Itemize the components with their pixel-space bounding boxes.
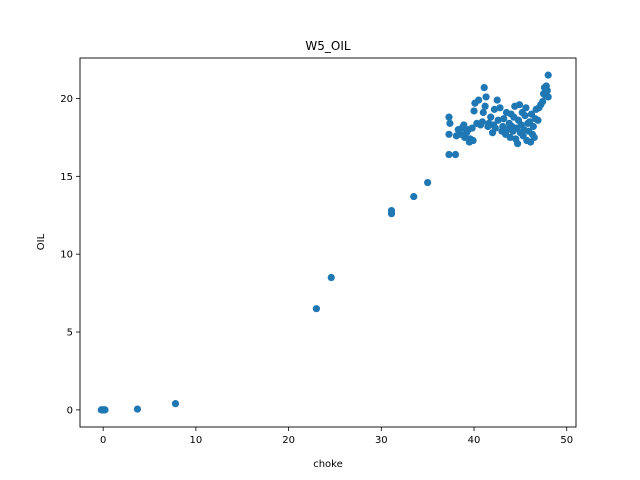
data-point	[475, 96, 483, 104]
data-point	[482, 93, 490, 101]
data-point	[133, 405, 142, 413]
data-point	[451, 150, 460, 159]
data-point	[171, 400, 180, 408]
data-point	[513, 140, 522, 148]
y-axis-label: OIL	[36, 233, 47, 250]
y-tick-label: 10	[60, 250, 73, 261]
data-point	[312, 305, 321, 313]
data-point	[327, 273, 335, 282]
x-tick-label: 30	[375, 435, 388, 446]
data-point	[460, 121, 468, 129]
data-point	[522, 104, 530, 112]
data-point	[530, 133, 538, 142]
data-point	[544, 71, 552, 79]
data-point	[529, 122, 537, 131]
data-point	[490, 105, 499, 113]
data-point	[101, 406, 109, 414]
data-point	[481, 102, 489, 110]
data-point	[446, 119, 454, 127]
data-point	[424, 178, 432, 187]
data-point	[480, 83, 488, 92]
data-point	[470, 107, 478, 115]
data-point	[543, 87, 551, 95]
data-point	[534, 116, 542, 124]
y-tick-label: 20	[60, 94, 73, 105]
data-point	[487, 113, 495, 121]
data-point	[468, 124, 476, 132]
x-axis-label: choke	[313, 459, 343, 470]
data-point	[469, 136, 477, 145]
data-point	[445, 130, 453, 138]
x-tick-label: 40	[468, 435, 481, 446]
x-tick-label: 20	[282, 435, 295, 446]
y-tick-label: 5	[67, 328, 73, 339]
y-tick-label: 15	[60, 172, 73, 183]
x-tick-label: 10	[190, 435, 203, 446]
points-layer	[97, 71, 552, 414]
data-point	[410, 192, 418, 201]
data-point	[521, 112, 529, 120]
x-tick-label: 50	[560, 435, 573, 446]
data-point	[387, 206, 396, 215]
y-axis-ticks: 0 5 10 15 20	[60, 94, 80, 416]
x-tick-label: 0	[100, 435, 106, 446]
chart-title: W5_OIL	[305, 39, 350, 53]
data-point	[445, 113, 453, 121]
data-point	[500, 115, 508, 123]
data-point	[445, 150, 453, 159]
data-point	[478, 118, 486, 126]
data-point	[506, 133, 514, 142]
data-point	[491, 124, 499, 132]
data-point	[496, 104, 504, 112]
data-point	[493, 96, 501, 104]
plot-frame	[79, 57, 577, 428]
data-point	[539, 97, 547, 106]
data-point	[479, 108, 487, 117]
y-tick-label: 0	[67, 405, 73, 416]
data-point	[544, 93, 552, 101]
x-axis-ticks: 0 10 20 30 40 50	[100, 427, 573, 446]
data-point	[515, 101, 524, 109]
data-point	[494, 116, 502, 124]
